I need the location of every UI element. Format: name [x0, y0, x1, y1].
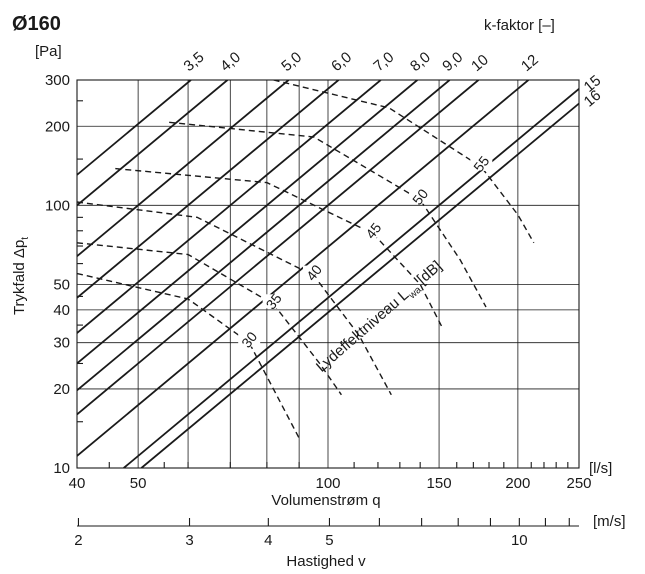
k-factor-line [77, 80, 418, 365]
x2-axis-title: Hastighed v [286, 553, 366, 569]
sound-level-title: Lydeffektniveau Lwa [dB] [313, 258, 447, 378]
k-factor-line [77, 80, 529, 457]
k-factor-line [77, 80, 290, 257]
k-factor-line [123, 88, 579, 468]
sound-level-label: 50 [409, 186, 431, 208]
velocity-tick-label: 2 [74, 532, 82, 549]
y-tick-label: 200 [45, 118, 70, 135]
y-tick-label: 300 [45, 72, 70, 89]
sound-level-label-bg [409, 189, 432, 204]
x-tick-label: 150 [427, 475, 452, 492]
x-tick-label: 50 [130, 475, 147, 492]
k-factor-line [140, 102, 579, 468]
k-factor-label: 9,0 [439, 49, 466, 75]
k-factor-label: 12 [518, 51, 542, 75]
y-tick-label: 30 [53, 335, 70, 352]
k-factor-label: 7,0 [370, 49, 397, 75]
k-factor-title: k-faktor [–] [484, 17, 555, 34]
velocity-tick-label: 3 [185, 532, 193, 549]
sound-level-curve [77, 272, 300, 439]
sound-level-label-bg [470, 156, 493, 171]
y-tick-label: 50 [53, 276, 70, 293]
y-tick-label: 20 [53, 381, 70, 398]
y-axis-title: Trykfald Δpt [11, 237, 31, 315]
sound-level-label-bg [238, 332, 261, 347]
sound-level-label: 55 [470, 153, 492, 175]
sound-level-label: 45 [362, 219, 384, 241]
sound-level-label-bg [302, 265, 325, 280]
k-factor-label: 16 [581, 87, 605, 111]
x-tick-label: 100 [315, 475, 340, 492]
x-tick-label: 200 [505, 475, 530, 492]
k-factor-label: 8,0 [407, 49, 434, 75]
sound-level-label: 30 [238, 328, 260, 350]
k-factor-label: 6,0 [328, 49, 355, 75]
velocity-tick-label: 4 [264, 532, 272, 549]
y-tick-label: 40 [53, 302, 70, 319]
chart-title: Ø160 [12, 13, 61, 35]
velocity-tick-label: 10 [511, 532, 528, 549]
x-unit: [l/s] [589, 460, 612, 477]
y-tick-label: 100 [45, 197, 70, 214]
k-factor-label: 5,0 [278, 49, 305, 75]
y-unit: [Pa] [35, 43, 62, 60]
k-factor-label: 10 [468, 51, 492, 75]
velocity-tick-label: 5 [325, 532, 333, 549]
y-tick-label: 10 [53, 460, 70, 477]
k-factor-line [77, 80, 192, 176]
k-factor-line [77, 80, 382, 334]
x-axis-title: Volumenstrøm q [271, 492, 380, 509]
k-factor-line [77, 80, 480, 416]
x-tick-label: 250 [566, 475, 591, 492]
x2-unit: [m/s] [593, 513, 626, 530]
k-factor-label: 4,0 [217, 49, 244, 75]
plot-frame [76, 79, 580, 469]
sound-level-label: 35 [263, 290, 285, 312]
k-factor-line [77, 80, 340, 299]
k-factor-line [77, 80, 451, 392]
x-tick-label: 40 [69, 475, 86, 492]
k-factor-label: 3,5 [181, 49, 208, 75]
k-factor-line [77, 80, 229, 207]
sound-level-label-bg [262, 294, 285, 309]
sound-level-curve [169, 121, 487, 308]
sound-level-label-bg [362, 223, 385, 238]
